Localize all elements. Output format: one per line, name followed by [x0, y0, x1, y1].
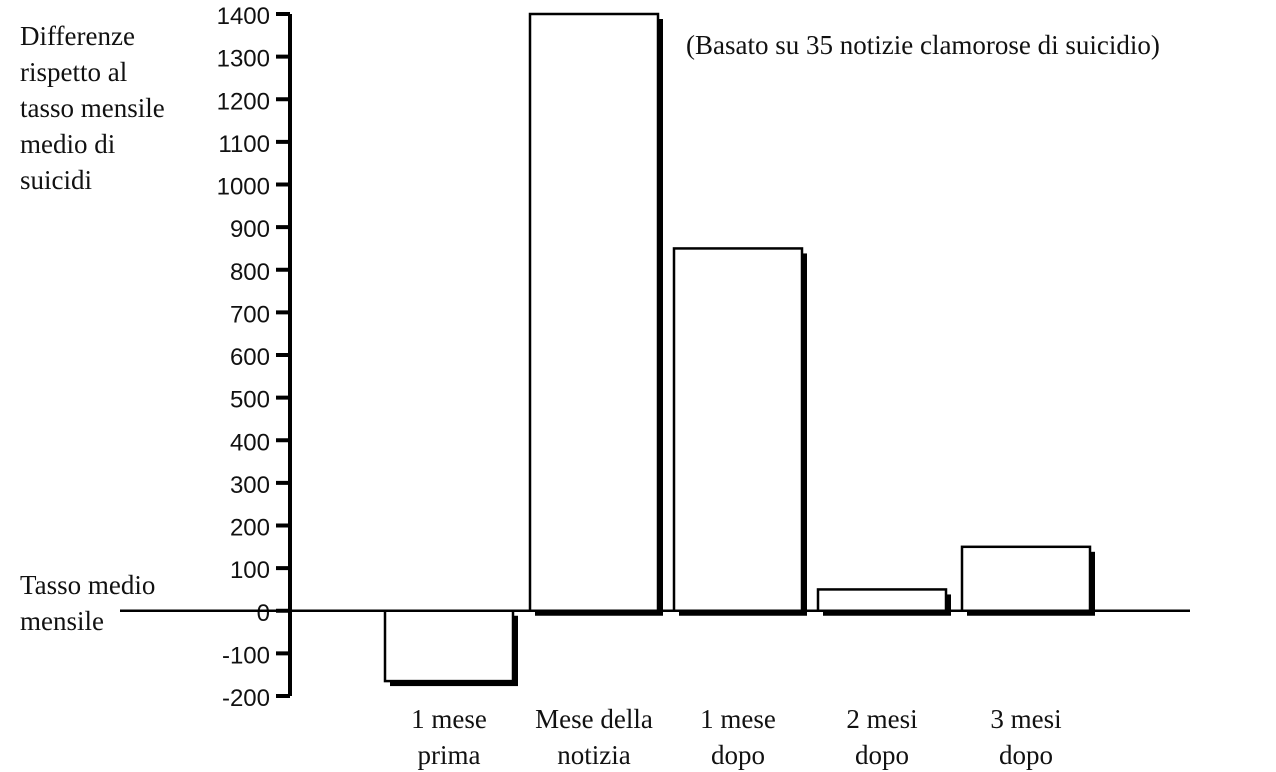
- y-axis-title: Differenze rispetto al tasso mensile med…: [20, 21, 165, 195]
- y-axis-title-line: medio di: [20, 129, 115, 159]
- y-tick-label: 1100: [218, 131, 270, 158]
- x-category-label: dopo: [711, 740, 765, 770]
- baseline-label-line: mensile: [20, 606, 104, 636]
- y-tick-label: 100: [230, 557, 270, 584]
- y-axis-title-line: suicidi: [20, 165, 92, 195]
- y-axis-title-line: Differenze: [20, 21, 135, 51]
- bar: [528, 12, 660, 612]
- y-tick-label: 400: [230, 429, 270, 456]
- bar: [672, 247, 804, 612]
- x-category-label: dopo: [855, 740, 909, 770]
- axes: [120, 14, 1190, 696]
- x-category-label: 1 mese: [700, 704, 776, 734]
- y-tick-label: 700: [230, 301, 270, 328]
- bars: [383, 12, 1095, 687]
- bar: [960, 545, 1092, 612]
- y-tick-label: 300: [230, 472, 270, 499]
- y-tick-label: 200: [230, 515, 270, 542]
- y-tick-label: 0: [257, 600, 270, 627]
- x-category-label: 2 mesi: [846, 704, 917, 734]
- y-tick-label: 1400: [217, 3, 270, 30]
- y-tick-label: 1000: [217, 174, 270, 201]
- y-tick-label: 500: [230, 387, 270, 414]
- y-axis-ticks: 1400130012001100100090080070060050040030…: [217, 3, 290, 712]
- bar: [816, 588, 948, 612]
- x-category-label: dopo: [999, 740, 1053, 770]
- y-axis-title-line: tasso mensile: [20, 93, 165, 123]
- x-category-label: 3 mesi: [990, 704, 1061, 734]
- x-category-label: 1 mese: [411, 704, 487, 734]
- bar: [383, 609, 515, 683]
- baseline-label: Tasso medio mensile: [20, 570, 155, 636]
- x-axis-categories: 1 mese prima Mese della notizia 1 mese dopo 2 …: [411, 704, 1061, 770]
- y-tick-label: 800: [230, 259, 270, 286]
- y-tick-label: 1200: [217, 88, 270, 115]
- chart-note: (Basato su 35 notizie clamorose di suici…: [686, 30, 1160, 60]
- y-tick-label: -100: [222, 642, 270, 669]
- y-tick-label: 1300: [217, 46, 270, 73]
- y-tick-label: 600: [230, 344, 270, 371]
- x-category-label: prima: [418, 740, 481, 770]
- baseline-label-line: Tasso medio: [20, 570, 155, 600]
- y-tick-label: -200: [222, 685, 270, 712]
- x-category-label: notizia: [557, 740, 630, 770]
- y-axis-title-line: rispetto al: [20, 57, 127, 87]
- x-category-label: Mese della: [535, 704, 653, 734]
- y-tick-label: 900: [230, 216, 270, 243]
